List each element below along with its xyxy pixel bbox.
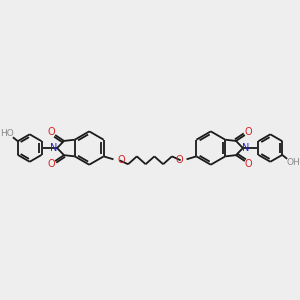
Text: N: N (50, 143, 58, 153)
Text: O: O (47, 127, 55, 137)
Text: O: O (117, 155, 125, 165)
Text: N: N (242, 143, 250, 153)
Text: O: O (47, 159, 55, 169)
Text: O: O (245, 127, 253, 137)
Text: O: O (175, 155, 183, 165)
Text: O: O (245, 159, 253, 169)
Text: HO: HO (0, 129, 14, 138)
Text: OH: OH (286, 158, 300, 167)
